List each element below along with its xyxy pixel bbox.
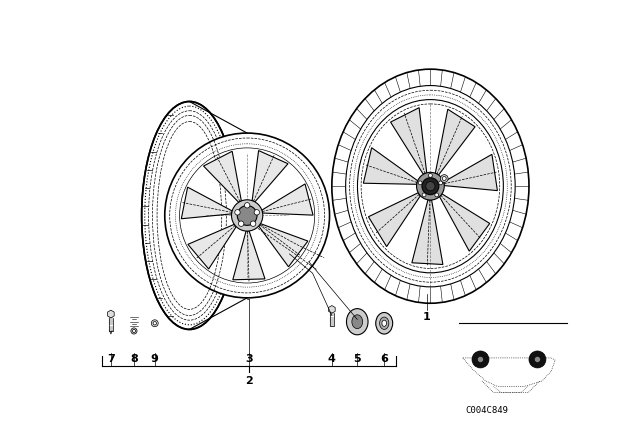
Ellipse shape xyxy=(376,313,393,334)
Polygon shape xyxy=(188,224,236,269)
Polygon shape xyxy=(181,187,232,219)
Ellipse shape xyxy=(429,173,433,177)
Ellipse shape xyxy=(153,322,156,325)
Ellipse shape xyxy=(235,210,240,215)
Polygon shape xyxy=(108,310,114,318)
Ellipse shape xyxy=(332,69,529,303)
Ellipse shape xyxy=(382,320,387,326)
Text: 4: 4 xyxy=(328,354,336,364)
Text: 7: 7 xyxy=(107,354,115,364)
Ellipse shape xyxy=(477,356,484,362)
Polygon shape xyxy=(252,151,288,202)
Ellipse shape xyxy=(422,193,426,197)
Text: 3: 3 xyxy=(246,354,253,364)
Ellipse shape xyxy=(239,221,244,226)
Polygon shape xyxy=(412,200,443,264)
Ellipse shape xyxy=(529,351,546,368)
Polygon shape xyxy=(233,231,265,280)
Ellipse shape xyxy=(472,351,489,368)
Ellipse shape xyxy=(426,181,435,191)
Ellipse shape xyxy=(151,320,158,327)
Text: 5: 5 xyxy=(353,354,361,364)
Ellipse shape xyxy=(346,86,515,287)
Ellipse shape xyxy=(439,181,443,185)
Ellipse shape xyxy=(534,356,541,362)
Ellipse shape xyxy=(435,193,438,197)
Text: 1: 1 xyxy=(422,312,431,322)
Polygon shape xyxy=(440,194,490,251)
Ellipse shape xyxy=(232,200,263,231)
Ellipse shape xyxy=(352,315,363,329)
Ellipse shape xyxy=(244,202,250,208)
Polygon shape xyxy=(444,155,497,190)
Ellipse shape xyxy=(254,210,260,215)
Ellipse shape xyxy=(418,181,422,185)
Ellipse shape xyxy=(131,328,137,334)
Ellipse shape xyxy=(358,99,503,273)
Ellipse shape xyxy=(417,172,444,200)
Ellipse shape xyxy=(250,221,256,226)
Polygon shape xyxy=(435,109,475,175)
Text: 6: 6 xyxy=(380,354,388,364)
Text: C004C849: C004C849 xyxy=(465,405,508,415)
Polygon shape xyxy=(369,193,420,246)
Polygon shape xyxy=(204,151,241,202)
Ellipse shape xyxy=(237,206,257,225)
Text: 2: 2 xyxy=(246,375,253,386)
Ellipse shape xyxy=(442,177,446,181)
Polygon shape xyxy=(364,148,418,184)
Ellipse shape xyxy=(440,175,448,182)
Polygon shape xyxy=(390,108,427,174)
Ellipse shape xyxy=(164,133,330,298)
Ellipse shape xyxy=(422,178,439,195)
Text: 8: 8 xyxy=(130,354,138,364)
Text: 9: 9 xyxy=(151,354,159,364)
Polygon shape xyxy=(259,224,308,267)
Ellipse shape xyxy=(132,329,136,332)
Polygon shape xyxy=(262,184,313,215)
Ellipse shape xyxy=(380,317,389,329)
Ellipse shape xyxy=(141,102,237,329)
Ellipse shape xyxy=(346,309,368,335)
Polygon shape xyxy=(328,306,335,313)
